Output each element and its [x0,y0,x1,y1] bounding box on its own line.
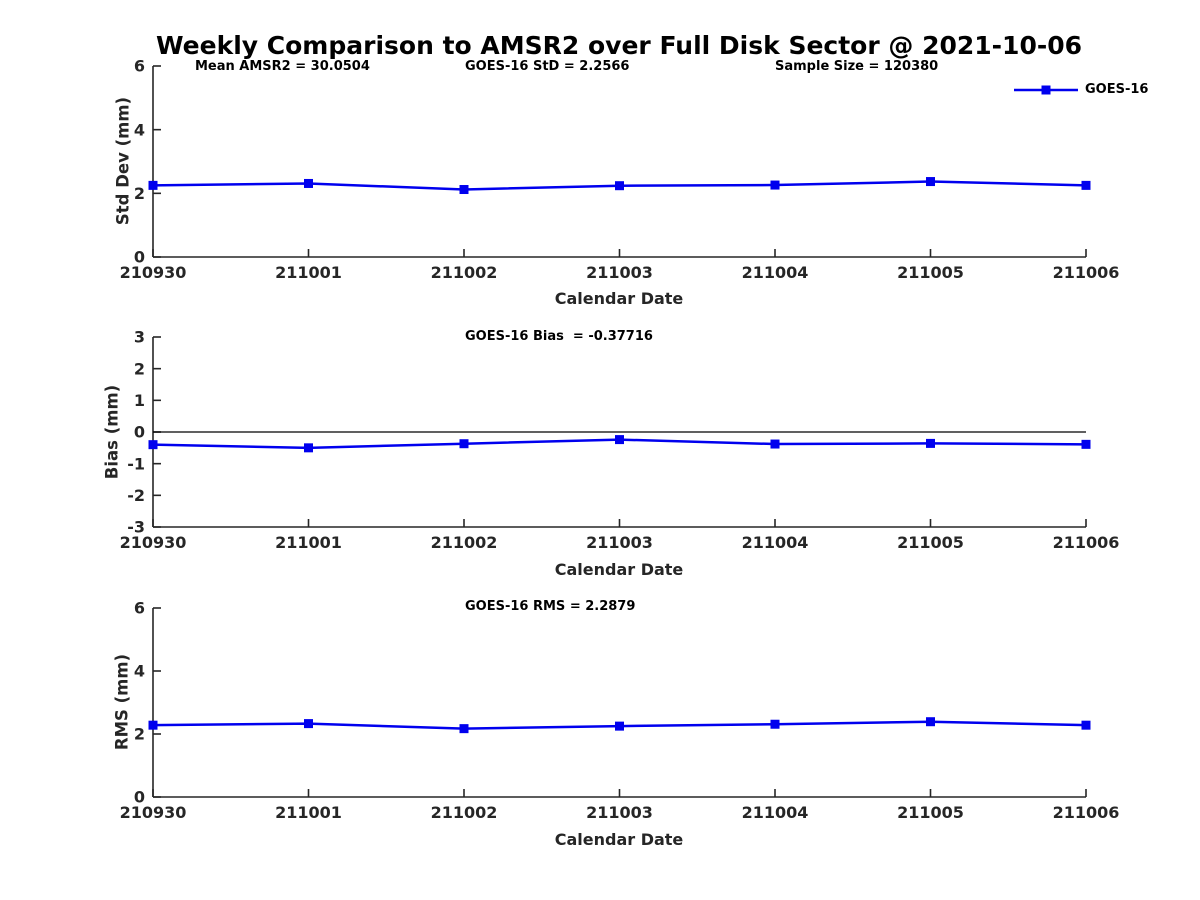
x-tick-label: 211006 [1053,263,1120,282]
x-tick-label: 210930 [120,263,187,282]
annotation-mean-amsr2: Mean AMSR2 = 30.0504 [195,59,370,74]
x-axis-label-bottom: Calendar Date [554,830,684,849]
x-tick-label: 211005 [897,533,964,552]
data-point-marker [926,177,935,187]
data-point-marker [770,180,780,190]
data-point-marker [148,720,158,730]
x-tick-label: 211001 [275,803,342,822]
data-point-marker [926,438,935,448]
legend-label: GOES-16 [1085,82,1149,97]
figure-title: Weekly Comparison to AMSR2 over Full Dis… [155,31,1083,60]
x-axis-label-middle: Calendar Date [554,560,684,579]
data-point-marker [304,178,313,188]
data-point-marker [459,439,469,449]
x-tick-label: 211004 [742,533,809,552]
data-point-marker [615,721,624,731]
y-axis-label-rms: RMS (mm) [112,653,132,751]
y-tick-label: 2 [134,359,145,378]
data-point-marker [304,443,313,453]
y-tick-label: 2 [134,725,145,744]
y-tick-label: 6 [134,57,145,76]
x-axis-label-top: Calendar Date [554,289,684,308]
annotation-goes16-bias: GOES-16 Bias = -0.37716 [465,329,653,344]
x-tick-label: 211002 [431,803,498,822]
y-tick-label: -3 [127,518,145,537]
data-point-marker [1081,720,1091,730]
y-tick-label: 4 [134,662,145,681]
y-axis-label-stddev: Std Dev (mm) [113,96,133,226]
data-point-marker [148,440,158,450]
x-tick-label: 211004 [742,803,809,822]
x-tick-label: 210930 [120,803,187,822]
x-tick-label: 211006 [1053,533,1120,552]
y-tick-label: 0 [134,248,145,267]
data-point-marker [615,181,624,191]
data-point-marker [1081,439,1091,449]
x-tick-label: 211001 [275,533,342,552]
legend: GOES-16 [1014,82,1148,97]
annotation-sample-size: Sample Size = 120380 [775,59,939,74]
x-tick-label: 211006 [1053,803,1120,822]
x-tick-label: 211003 [586,263,653,282]
x-tick-label: 211002 [431,263,498,282]
data-point-marker [770,439,780,449]
data-point-marker [615,435,624,445]
x-tick-label: 211003 [586,533,653,552]
x-tick-label: 211005 [897,803,964,822]
data-point-marker [459,724,469,734]
y-tick-label: 2 [134,184,145,203]
x-tick-label: 210930 [120,533,187,552]
x-tick-label: 211003 [586,803,653,822]
y-tick-label: 4 [134,120,145,139]
annotation-goes16-rms: GOES-16 RMS = 2.2879 [465,599,636,614]
data-point-marker [1081,180,1091,190]
annotation-goes16-std: GOES-16 StD = 2.2566 [465,59,630,74]
x-tick-label: 211005 [897,263,964,282]
y-tick-label: 6 [134,599,145,618]
y-tick-label: 1 [134,391,145,410]
y-axis-label-bias: Bias (mm) [102,384,122,480]
legend-marker [1041,85,1051,94]
data-point-marker [926,717,935,727]
y-tick-label: 0 [134,788,145,807]
x-tick-label: 211001 [275,263,342,282]
y-tick-label: -2 [127,486,145,505]
data-point-marker [148,180,158,190]
data-point-marker [770,719,780,729]
legend-line-marker [1014,85,1078,94]
x-tick-label: 211002 [431,533,498,552]
y-tick-label: -1 [127,454,145,473]
x-tick-label: 211004 [742,263,809,282]
data-point-marker [459,185,469,195]
y-tick-label: 3 [134,328,145,347]
y-tick-label: 0 [134,423,145,442]
data-point-marker [304,719,313,729]
